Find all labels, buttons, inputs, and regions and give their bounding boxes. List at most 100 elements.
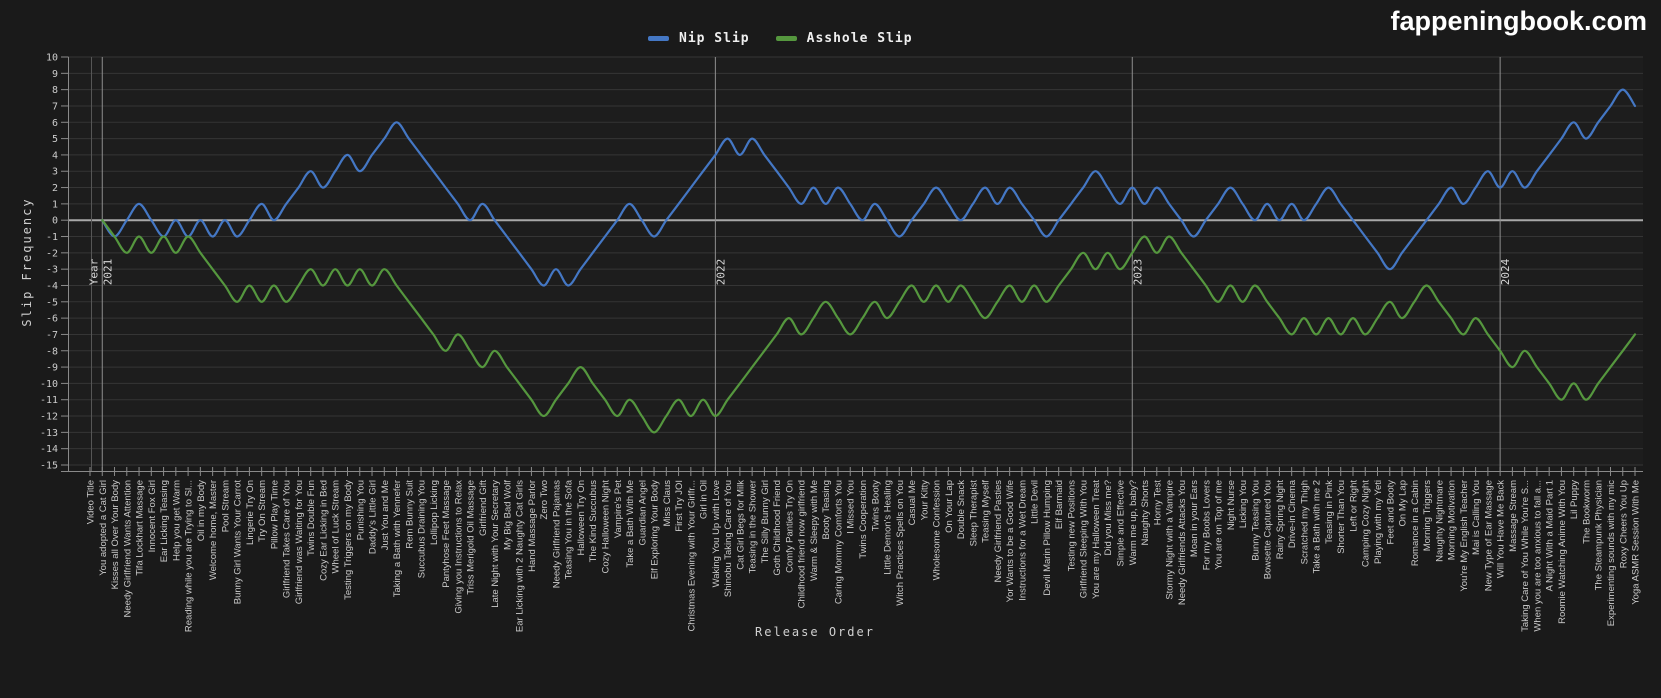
x-tick-label: Innocent Fox Girl	[147, 480, 158, 552]
x-tick-label: Lollipop Licking	[429, 480, 440, 545]
x-tick-label: Moan in your Ears	[1189, 480, 1200, 557]
x-tick-label: Your Kitty	[919, 480, 930, 521]
x-tick-label: Tifa Lockhart Massage	[135, 480, 146, 576]
legend-label-asshole-slip: Asshole Slip	[806, 31, 913, 46]
y-tick-label: -6	[46, 314, 58, 325]
x-tick-label: The Kind Succubus	[588, 480, 599, 563]
x-tick-label: Lil Puppy	[1569, 480, 1580, 519]
asshole-slip-line	[101, 219, 1637, 434]
y-tick-label: -3	[46, 265, 58, 276]
x-tick-label: Welcome home, Master	[208, 480, 219, 580]
x-tick-label: For my Boobs Lovers	[1201, 480, 1212, 571]
x-tick-label: Succubus Draining You	[417, 480, 428, 578]
year-label: 2021	[101, 259, 114, 286]
y-tick-label: 0	[52, 216, 58, 227]
x-tick-label: Taking Care of You While You're S...	[1520, 480, 1531, 632]
x-tick-label: Halloween Try On	[576, 480, 587, 556]
x-tick-label: Romance in a Cabin	[1410, 480, 1421, 566]
x-tick-label: Needy Girlfriend Pasties	[993, 480, 1004, 583]
x-tick-label: Guardian Angel	[637, 480, 648, 546]
y-tick-label: -14	[40, 444, 58, 455]
x-tick-label: Bunny Girl Wants Your Carrot	[233, 480, 244, 605]
x-tick-label: Warm me up, baby?	[1128, 480, 1139, 565]
x-tick-label: Camping Cozy Night	[1361, 480, 1372, 567]
x-tick-label: Sleep Therapist	[968, 480, 979, 547]
x-tick-label: Girlfriend Sleeping With You	[1079, 480, 1090, 598]
x-tick-label: Teasing in the Shower	[748, 480, 759, 573]
x-tick-label: Shorter Than You	[1336, 480, 1347, 554]
x-tick-label: Wheel of Luck Stream	[331, 480, 342, 574]
x-tick-label: Morning Triggers	[1422, 480, 1433, 552]
y-axis-title: Slip Frequency	[20, 197, 34, 326]
x-tick-label: Childhood friend now girlfriend	[797, 480, 808, 608]
x-tick-label: Cozy Ear Licking in Bed	[318, 480, 329, 581]
x-tick-label: Testing Triggers on my Body	[343, 480, 354, 600]
x-tick-label: Try On Stream	[257, 480, 268, 542]
x-tick-label: Devil Marin Pillow Humping	[1042, 480, 1053, 596]
x-tick-label: Cozy Halloween Night	[601, 480, 612, 574]
x-tick-label: Pantyhose Feet Massage	[441, 480, 452, 588]
x-tick-label: Ear Licking Teasing	[159, 480, 170, 562]
x-tick-label: You adopted a Cat Girl	[98, 480, 109, 576]
x-tick-label: You are my Halloween Treat	[1091, 480, 1102, 599]
x-tick-label: Christmas Evening with Your Girlfr...	[686, 480, 697, 632]
y-tick-label: -5	[46, 297, 58, 308]
chart-legend: Nip Slip Asshole Slip	[648, 31, 913, 46]
x-tick-label: New Type of Ear Massage	[1483, 480, 1494, 591]
y-tick-label: -11	[40, 395, 58, 406]
x-tick-label: The Silly Bunny Girl	[760, 480, 771, 563]
x-tick-label: Playing with my Yeti	[1373, 480, 1384, 564]
legend-label-nip-slip: Nip Slip	[679, 31, 750, 46]
x-tick-label: Twins Cooperation	[858, 480, 869, 559]
x-tick-label: Giving you Instructions to Relax	[453, 480, 464, 614]
x-tick-label: Goth Childhood Friend	[772, 480, 783, 576]
x-tick-label: Needy Girlfriend Pajamas	[551, 480, 562, 588]
x-tick-label: Yor Wants to be a Good Wife	[1005, 480, 1016, 602]
x-tick-label: Horny Test	[1152, 480, 1163, 526]
x-tick-label: Lingerie Try On	[245, 480, 256, 545]
x-tick-label: Simple and Effective	[1116, 480, 1127, 566]
x-tick-label: Twins Booty	[870, 480, 881, 531]
x-tick-label: Massage Stream	[1508, 480, 1519, 552]
x-tick-label: Casual Me	[907, 480, 918, 525]
x-tick-label: Will You Have Me Back	[1496, 480, 1507, 578]
x-tick-label: The Steampunk Physician	[1594, 480, 1605, 590]
x-tick-label: Elf Barmaid	[1054, 480, 1065, 529]
year-label: 2023	[1131, 259, 1144, 286]
x-tick-label: On My Lap	[1398, 480, 1409, 526]
legend-item-asshole-slip[interactable]: Asshole Slip	[775, 31, 913, 46]
x-tick-label: Mai is Calling You	[1471, 480, 1482, 555]
x-tick-label: Wholesome Confession	[932, 480, 943, 580]
x-tick-label: Hand Massage Parlor	[527, 480, 538, 572]
x-tick-label: Witch Practices Spells on You	[895, 480, 906, 606]
x-tick-label: Punishing You	[355, 480, 366, 540]
y-tick-label: -7	[46, 330, 58, 341]
x-tick-label: Pool Stream	[220, 480, 231, 532]
nip-slip-line	[101, 88, 1637, 287]
x-tick-label: Elf Exploring Your Body	[650, 480, 661, 580]
x-tick-label: Experimenting sounds with my mic	[1606, 480, 1617, 626]
x-tick-label: Scratched my Thigh	[1299, 480, 1310, 564]
x-tick-label: Naughty Nightmare	[1434, 480, 1445, 562]
plot-area	[68, 57, 1643, 465]
x-tick-label: Girlfriend Takes Care of You	[282, 480, 293, 598]
x-tick-label: When you are too anxious to fall a...	[1532, 480, 1543, 632]
x-tick-label: Girl in Oil	[699, 480, 710, 519]
x-tick-label: Rainy Spring Night	[1275, 480, 1286, 560]
x-tick-label: Waking You Up with Love	[711, 480, 722, 587]
legend-item-nip-slip[interactable]: Nip Slip	[648, 31, 750, 46]
x-tick-label: Kisses all Over Your Body	[110, 480, 121, 590]
x-tick-label: Roomie Watching Anime With You	[1557, 480, 1568, 624]
y-tick-label: 7	[52, 101, 58, 112]
x-tick-label: Booty Teasing	[821, 480, 832, 540]
y-tick-label: -10	[40, 379, 58, 390]
y-tick-label: 8	[52, 85, 58, 96]
x-tick-label: Ear Licking with 2 Naughty Cat Girls	[515, 480, 526, 632]
x-tick-label: Just You and Me	[380, 480, 391, 550]
x-tick-label: Little Devil	[1030, 480, 1041, 524]
x-tick-label: Stormy Night with a Vampire	[1165, 480, 1176, 600]
y-tick-label: -9	[46, 363, 58, 374]
year-axis-title: Year	[87, 258, 100, 285]
